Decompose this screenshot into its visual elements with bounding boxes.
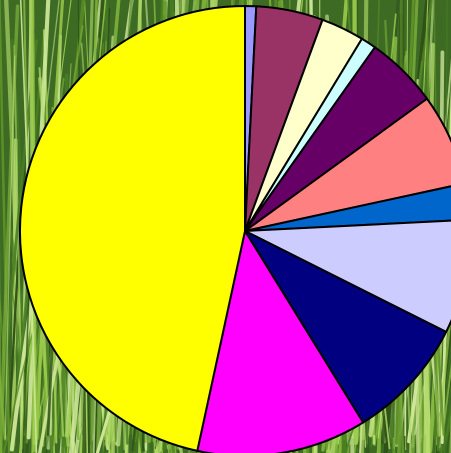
grass-blade — [4, 55, 16, 440]
grass-blade — [13, 44, 24, 449]
pie-slice-7 — [244, 185, 451, 232]
pie-slice-9 — [244, 230, 448, 424]
pie-slice-8 — [244, 219, 451, 333]
grass-blade — [0, 0, 11, 453]
pie-slice-11 — [19, 5, 246, 452]
grass-blade — [0, 369, 7, 441]
grass-blade — [441, 363, 451, 439]
grass-blade — [438, 298, 451, 438]
pie-slice-6 — [244, 97, 451, 232]
